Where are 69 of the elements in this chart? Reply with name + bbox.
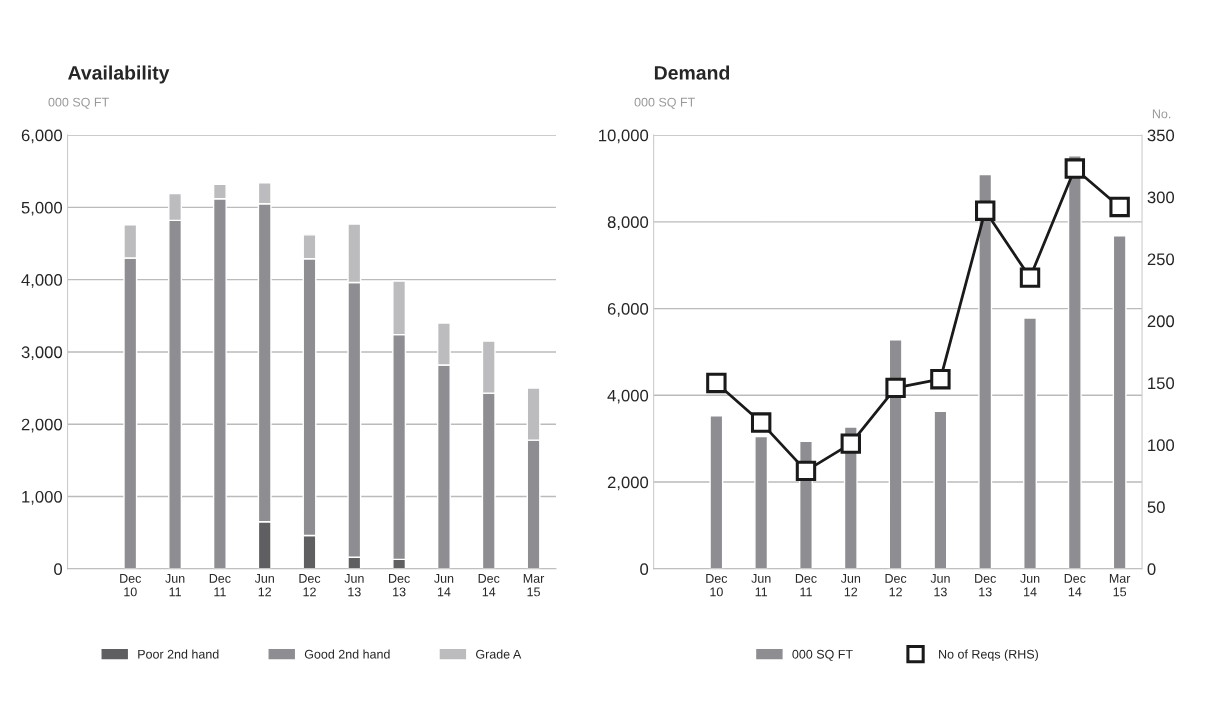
y-tick-label: 0	[54, 563, 63, 575]
x-tick-label: Dec 13	[389, 574, 410, 597]
y-tick-label: 6,000	[21, 129, 63, 144]
y2-tick-label: 200	[1147, 315, 1175, 328]
y-tick-label: 3,000	[21, 346, 63, 361]
x-tick-label: Dec 14	[478, 574, 500, 597]
y-tick-label: 1,000	[22, 490, 63, 505]
bar	[1112, 235, 1127, 569]
y2-tick-label: 50	[1147, 501, 1165, 514]
legend-label: No of Reqs (RHS)	[939, 649, 1038, 662]
x-tick-label: Mar 15	[1109, 574, 1131, 597]
y2-tick-label: 100	[1148, 439, 1175, 452]
chart-title: Availability	[68, 65, 170, 84]
x-tick-label: Jun 11	[165, 574, 185, 597]
y-tick-label: 2,000	[607, 476, 649, 491]
x-tick-label: Dec 12	[885, 574, 907, 597]
bar	[709, 415, 724, 569]
y-axis-title: 000 SQ FT	[634, 97, 695, 109]
y2-tick-label: 0	[1147, 563, 1156, 575]
point	[706, 372, 727, 394]
legend-label: Good 2nd hand	[304, 649, 390, 659]
point	[975, 200, 996, 221]
point	[930, 369, 951, 390]
y-tick-label: 10,000	[599, 129, 649, 144]
y-tick-label: 0	[640, 563, 649, 575]
point	[1019, 267, 1041, 288]
y2-axis-title: No.	[1152, 109, 1171, 119]
bar	[978, 173, 993, 569]
x-tick-label: Mar 15	[523, 574, 545, 597]
y-tick-label: 4,000	[607, 389, 649, 404]
x-tick-label: Dec 10	[120, 574, 142, 597]
y-tick-label: 4,000	[21, 274, 63, 288]
chart-title: Demand	[654, 65, 730, 80]
x-tick-label: Dec 13	[975, 574, 996, 597]
legend-label: 000 SQ FT	[792, 649, 853, 661]
x-tick-label: Jun 13	[930, 574, 950, 597]
y2-tick-label: 150	[1148, 377, 1175, 390]
point	[885, 377, 906, 399]
x-tick-label: Jun 12	[840, 574, 861, 597]
x-tick-label: Dec 10	[706, 574, 728, 597]
y-tick-label: 5,000	[21, 201, 63, 216]
point	[750, 412, 772, 433]
x-tick-label: Jun 13	[344, 574, 364, 597]
y2-tick-label: 300	[1147, 191, 1175, 204]
x-tick-label: Dec 11	[209, 574, 231, 597]
bar	[1023, 317, 1037, 569]
y-axis-title: 000 SQ FT	[48, 97, 109, 109]
y2-tick-label: 350	[1147, 129, 1175, 142]
x-tick-label: Dec 12	[299, 574, 321, 597]
x-tick-label: Jun 11	[751, 574, 771, 597]
y-tick-label: 2,000	[21, 418, 63, 433]
bar	[933, 410, 948, 569]
bar	[888, 339, 903, 569]
bar	[754, 435, 769, 569]
y2-tick-label: 250	[1147, 253, 1175, 266]
y-tick-label: 6,000	[607, 302, 649, 317]
point	[840, 433, 861, 454]
x-tick-label: Dec 14	[1064, 574, 1086, 597]
legend-label: Grade A	[476, 649, 522, 659]
legend-label: Poor 2nd hand	[138, 649, 219, 659]
x-tick-label: Jun 12	[254, 574, 274, 597]
y-tick-label: 8,000	[607, 216, 649, 230]
point	[795, 460, 817, 482]
bar	[1067, 155, 1082, 569]
x-tick-label: Jun 14	[1020, 574, 1040, 597]
x-tick-label: Dec 11	[795, 574, 817, 597]
point	[1109, 196, 1130, 218]
x-tick-label: Jun 14	[434, 574, 454, 597]
point	[1064, 158, 1086, 179]
